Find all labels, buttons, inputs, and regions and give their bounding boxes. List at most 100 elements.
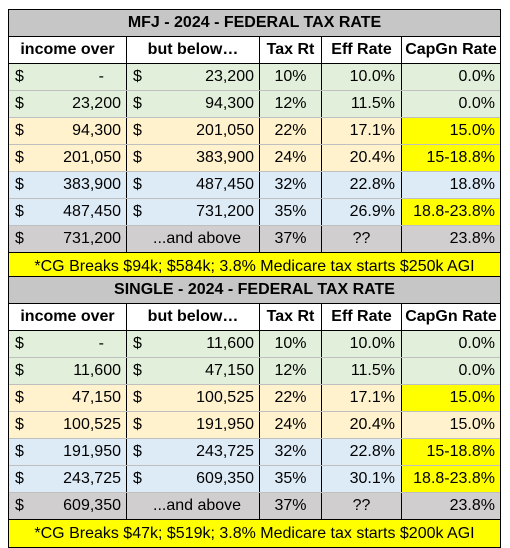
tax-rate-value: 22% bbox=[260, 385, 322, 411]
tax-rate-value: 10% bbox=[260, 331, 322, 357]
tax-rate-value: 10% bbox=[260, 64, 322, 90]
table-row: $487,450 $731,200 35% 26.9% 18.8-23.8% bbox=[9, 199, 500, 226]
income-over-value: 731,200 bbox=[63, 230, 121, 247]
capgn-rate-value: 15-18.8% bbox=[402, 145, 500, 171]
income-over-value: - bbox=[98, 335, 104, 352]
capgn-rate-value: 0.0% bbox=[458, 95, 495, 112]
header-row: income over but below… Tax Rt Eff Rate C… bbox=[9, 304, 500, 331]
dollar-sign: $ bbox=[133, 176, 142, 193]
dollar-sign: $ bbox=[15, 176, 24, 193]
but-below-value: 11,600 bbox=[206, 335, 254, 352]
but-below-value: 383,900 bbox=[196, 149, 254, 166]
dollar-sign: $ bbox=[133, 470, 142, 487]
eff-rate-value: 10.0% bbox=[322, 64, 402, 90]
capgn-rate-value: 0.0% bbox=[458, 335, 495, 352]
dollar-sign: $ bbox=[15, 335, 24, 352]
capgn-rate-value: 15-18.8% bbox=[402, 439, 500, 465]
but-below-value: 243,725 bbox=[196, 443, 254, 460]
dollar-sign: $ bbox=[15, 443, 24, 460]
eff-rate-value: ?? bbox=[322, 226, 402, 252]
dollar-sign: $ bbox=[15, 497, 24, 514]
col-header-but-below: but below… bbox=[127, 37, 260, 63]
footnote: *CG Breaks $94k; $584k; 3.8% Medicare ta… bbox=[9, 253, 500, 280]
col-header-income-over: income over bbox=[9, 37, 127, 63]
dollar-sign: $ bbox=[15, 416, 24, 433]
eff-rate-value: 20.4% bbox=[322, 412, 402, 438]
income-over-value: 609,350 bbox=[63, 497, 121, 514]
tax-rate-value: 35% bbox=[260, 466, 322, 492]
eff-rate-value: 17.1% bbox=[322, 385, 402, 411]
col-header-eff-rate: Eff Rate bbox=[322, 37, 402, 63]
dollar-sign: $ bbox=[15, 149, 24, 166]
dollar-sign: $ bbox=[15, 389, 24, 406]
capgn-rate-value: 18.8-23.8% bbox=[402, 466, 500, 492]
table-row: $94,300 $201,050 22% 17.1% 15.0% bbox=[9, 118, 500, 145]
capgn-rate-value: 18.8% bbox=[449, 176, 495, 193]
header-row: income over but below… Tax Rt Eff Rate C… bbox=[9, 37, 500, 64]
dollar-sign: $ bbox=[15, 203, 24, 220]
eff-rate-value: 11.5% bbox=[322, 358, 402, 384]
tax-rate-value: 12% bbox=[260, 358, 322, 384]
but-below-value: 23,200 bbox=[205, 68, 254, 85]
but-below-value: 94,300 bbox=[205, 95, 254, 112]
but-below-value: 191,950 bbox=[196, 416, 254, 433]
tax-rate-value: 24% bbox=[260, 145, 322, 171]
tax-rate-value: 35% bbox=[260, 199, 322, 225]
capgn-rate-value: 0.0% bbox=[458, 362, 495, 379]
dollar-sign: $ bbox=[133, 68, 142, 85]
income-over-value: 11,600 bbox=[73, 362, 121, 379]
col-header-tax-rate: Tax Rt bbox=[260, 37, 322, 63]
table-row: $191,950 $243,725 32% 22.8% 15-18.8% bbox=[9, 439, 500, 466]
eff-rate-value: 22.8% bbox=[322, 172, 402, 198]
tax-rate-value: 32% bbox=[260, 439, 322, 465]
tax-rate-value: 37% bbox=[260, 226, 322, 252]
dollar-sign: $ bbox=[133, 389, 142, 406]
table-row: $11,600 $47,150 12% 11.5% 0.0% bbox=[9, 358, 500, 385]
dollar-sign: $ bbox=[15, 122, 24, 139]
table-row: $243,725 $609,350 35% 30.1% 18.8-23.8% bbox=[9, 466, 500, 493]
dollar-sign: $ bbox=[133, 362, 142, 379]
capgn-rate-value: 23.8% bbox=[449, 497, 495, 514]
eff-rate-value: ?? bbox=[322, 493, 402, 519]
income-over-value: 383,900 bbox=[63, 176, 121, 193]
dollar-sign: $ bbox=[133, 335, 142, 352]
but-below-value: 609,350 bbox=[196, 470, 254, 487]
eff-rate-value: 11.5% bbox=[322, 91, 402, 117]
dollar-sign: $ bbox=[133, 149, 142, 166]
tax-rate-value: 32% bbox=[260, 172, 322, 198]
table-row: $100,525 $191,950 24% 20.4% 15.0% bbox=[9, 412, 500, 439]
income-over-value: 243,725 bbox=[63, 470, 121, 487]
but-below-value: 731,200 bbox=[196, 203, 254, 220]
capgn-rate-value: 23.8% bbox=[449, 230, 495, 247]
income-over-value: 191,950 bbox=[63, 443, 121, 460]
table-row: $ - $23,200 10% 10.0% 0.0% bbox=[9, 64, 500, 91]
dollar-sign: $ bbox=[15, 470, 24, 487]
dollar-sign: $ bbox=[15, 230, 24, 247]
table-title: SINGLE - 2024 - FEDERAL TAX RATE bbox=[9, 277, 500, 304]
but-below-value: 47,150 bbox=[205, 362, 254, 379]
eff-rate-value: 30.1% bbox=[322, 466, 402, 492]
col-header-income-over: income over bbox=[9, 304, 127, 330]
and-above-label: ...and above bbox=[153, 230, 242, 247]
single-tax-table: SINGLE - 2024 - FEDERAL TAX RATE income … bbox=[8, 276, 501, 548]
capgn-rate-value: 15.0% bbox=[449, 416, 495, 433]
tax-rate-value: 12% bbox=[260, 91, 322, 117]
eff-rate-value: 26.9% bbox=[322, 199, 402, 225]
and-above-label: ...and above bbox=[153, 497, 242, 514]
table-row: $731,200 ...and above 37% ?? 23.8% bbox=[9, 226, 500, 253]
dollar-sign: $ bbox=[133, 95, 142, 112]
capgn-rate-value: 0.0% bbox=[458, 68, 495, 85]
eff-rate-value: 10.0% bbox=[322, 331, 402, 357]
tax-rate-value: 22% bbox=[260, 118, 322, 144]
but-below-value: 487,450 bbox=[196, 176, 254, 193]
col-header-capgn-rate: CapGn Rate bbox=[405, 308, 497, 325]
dollar-sign: $ bbox=[133, 443, 142, 460]
dollar-sign: $ bbox=[133, 203, 142, 220]
table-row: $201,050 $383,900 24% 20.4% 15-18.8% bbox=[9, 145, 500, 172]
table-title: MFJ - 2024 - FEDERAL TAX RATE bbox=[9, 10, 500, 37]
eff-rate-value: 20.4% bbox=[322, 145, 402, 171]
footnote: *CG Breaks $47k; $519k; 3.8% Medicare ta… bbox=[9, 520, 500, 547]
dollar-sign: $ bbox=[133, 122, 142, 139]
table-row: $ - $11,600 10% 10.0% 0.0% bbox=[9, 331, 500, 358]
col-header-tax-rate: Tax Rt bbox=[260, 304, 322, 330]
